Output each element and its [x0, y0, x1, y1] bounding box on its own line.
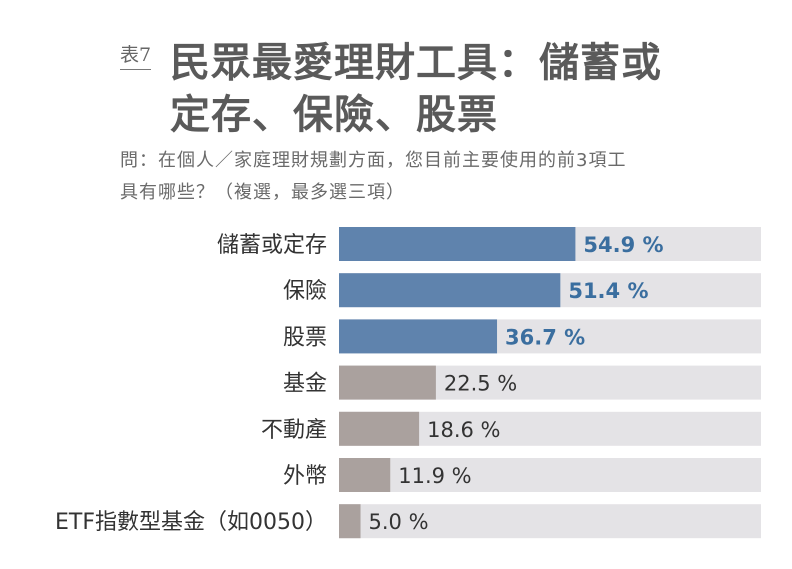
bar-track: [339, 458, 761, 492]
value-label: 11.9 %: [398, 464, 471, 488]
bar: [339, 504, 361, 539]
table-number: 表7: [120, 40, 152, 70]
chart-title-line-1: 民眾最愛理財工具：儲蓄或: [170, 40, 662, 86]
bar: [339, 227, 576, 261]
value-label: 22.5 %: [444, 372, 517, 396]
category-label: 股票: [283, 325, 327, 350]
category-label: ETF指數型基金（如0050）: [55, 510, 327, 535]
bar: [339, 458, 391, 492]
subtitle-line-2: 具有哪些？（複選，最多選三項）: [120, 182, 405, 203]
value-label: 5.0 %: [369, 510, 429, 534]
chart-title-line-2: 定存、保險、股票: [170, 92, 498, 138]
bar-track: [339, 504, 761, 539]
value-label: 36.7 %: [505, 325, 585, 349]
category-label: 外幣: [283, 464, 327, 489]
subtitle-line-1: 問：在個人／家庭理財規劃方面，您目前主要使用的前3項工: [120, 150, 627, 171]
bar: [339, 365, 436, 400]
bar: [339, 411, 420, 446]
bar: [339, 273, 561, 308]
category-label: 不動產: [261, 418, 327, 443]
category-label: 基金: [283, 372, 327, 397]
value-label: 18.6 %: [427, 418, 500, 442]
value-label: 54.9 %: [583, 233, 663, 257]
category-label: 保險: [283, 279, 327, 304]
value-label: 51.4 %: [568, 279, 648, 303]
bar: [339, 319, 498, 354]
category-label: 儲蓄或定存: [217, 233, 327, 258]
